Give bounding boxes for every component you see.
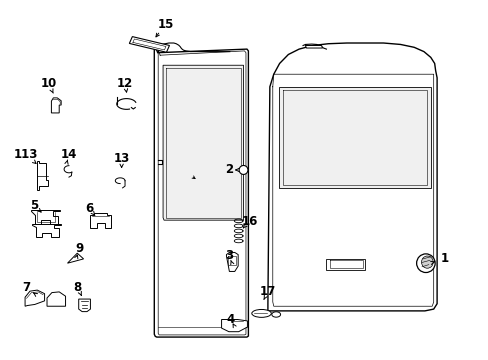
Text: 1: 1 <box>440 252 447 265</box>
Polygon shape <box>305 45 322 48</box>
Text: 16: 16 <box>241 215 257 228</box>
Polygon shape <box>326 259 365 270</box>
Polygon shape <box>47 292 65 306</box>
Text: 12: 12 <box>117 77 133 90</box>
Polygon shape <box>163 65 243 220</box>
Text: 113: 113 <box>14 148 38 161</box>
Text: 4: 4 <box>226 313 235 327</box>
Text: 2: 2 <box>224 163 232 176</box>
Ellipse shape <box>251 310 271 318</box>
Polygon shape <box>51 98 61 113</box>
Ellipse shape <box>416 254 434 273</box>
Polygon shape <box>154 46 248 337</box>
Text: 8: 8 <box>74 281 81 294</box>
Text: 13: 13 <box>113 152 129 165</box>
Text: 7: 7 <box>22 281 30 294</box>
Ellipse shape <box>421 256 432 268</box>
Polygon shape <box>37 161 48 190</box>
Polygon shape <box>67 253 83 263</box>
Polygon shape <box>32 224 61 237</box>
Ellipse shape <box>271 312 280 317</box>
Text: 15: 15 <box>157 18 173 31</box>
Polygon shape <box>278 87 430 188</box>
Text: 10: 10 <box>41 77 57 90</box>
Polygon shape <box>79 299 90 312</box>
Ellipse shape <box>239 166 247 175</box>
Text: 5: 5 <box>30 199 38 212</box>
Polygon shape <box>129 37 169 52</box>
Text: 6: 6 <box>85 202 93 215</box>
Polygon shape <box>31 210 60 224</box>
Polygon shape <box>226 252 238 271</box>
Text: 3: 3 <box>224 249 232 262</box>
Polygon shape <box>25 290 44 306</box>
Text: 17: 17 <box>259 285 275 298</box>
Polygon shape <box>267 43 436 311</box>
Text: 14: 14 <box>61 148 77 161</box>
Polygon shape <box>90 213 111 228</box>
Text: 9: 9 <box>76 242 83 255</box>
Polygon shape <box>221 319 247 332</box>
